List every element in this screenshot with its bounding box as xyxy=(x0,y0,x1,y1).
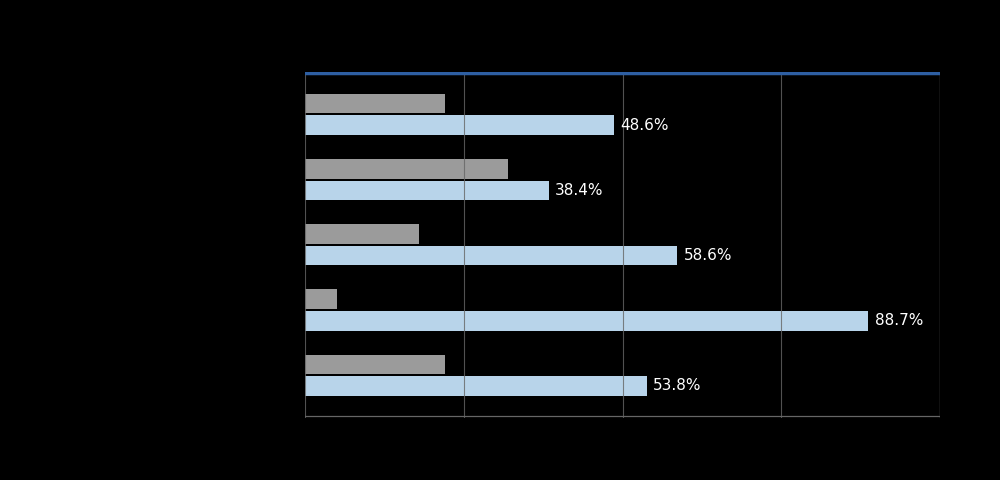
Bar xyxy=(305,159,508,179)
Bar xyxy=(305,246,677,265)
Bar xyxy=(305,376,647,396)
Bar xyxy=(305,289,337,309)
Text: 53.8%: 53.8% xyxy=(653,378,701,394)
Text: 48.6%: 48.6% xyxy=(620,118,668,132)
Bar xyxy=(305,224,419,244)
Text: 38.4%: 38.4% xyxy=(555,183,604,198)
Bar xyxy=(305,94,445,113)
Bar xyxy=(305,311,868,331)
Bar xyxy=(305,355,445,374)
Bar xyxy=(305,180,549,200)
Text: 58.6%: 58.6% xyxy=(683,248,732,263)
Text: 88.7%: 88.7% xyxy=(875,313,923,328)
Bar xyxy=(305,115,614,135)
